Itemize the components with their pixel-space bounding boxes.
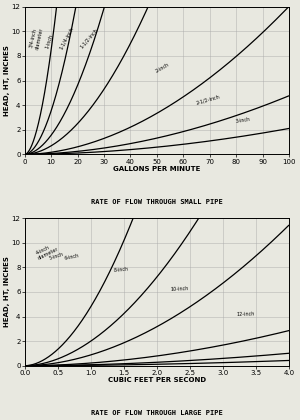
- Text: 1-1/4-inch: 1-1/4-inch: [58, 26, 75, 50]
- Text: 12-inch: 12-inch: [236, 311, 254, 317]
- Text: 1-1/2-inch: 1-1/2-inch: [79, 28, 99, 50]
- X-axis label: GALLONS PER MINUTE: GALLONS PER MINUTE: [113, 166, 201, 172]
- Text: 2-1/2-inch: 2-1/2-inch: [195, 94, 220, 105]
- Y-axis label: HEAD, HT, INCHES: HEAD, HT, INCHES: [4, 257, 10, 327]
- Text: 8-inch: 8-inch: [113, 267, 129, 273]
- Text: 10-inch: 10-inch: [170, 286, 188, 292]
- Text: 1-inch: 1-inch: [45, 34, 55, 50]
- Text: RATE OF FLOW THROUGH LARGE PIPE: RATE OF FLOW THROUGH LARGE PIPE: [91, 410, 223, 416]
- Y-axis label: HEAD, HT, INCHES: HEAD, HT, INCHES: [4, 45, 10, 116]
- Text: 3-inch: 3-inch: [236, 116, 251, 123]
- Text: 5-inch: 5-inch: [48, 252, 64, 261]
- Text: RATE OF FLOW THROUGH SMALL PIPE: RATE OF FLOW THROUGH SMALL PIPE: [91, 199, 223, 205]
- Text: 3/4-inch
diameter: 3/4-inch diameter: [29, 26, 44, 50]
- Text: 6-inch: 6-inch: [63, 253, 79, 261]
- X-axis label: CUBIC FEET PER SECOND: CUBIC FEET PER SECOND: [108, 377, 206, 383]
- Text: 2-inch: 2-inch: [154, 63, 170, 74]
- Text: 4-inch
diameter: 4-inch diameter: [34, 241, 59, 261]
